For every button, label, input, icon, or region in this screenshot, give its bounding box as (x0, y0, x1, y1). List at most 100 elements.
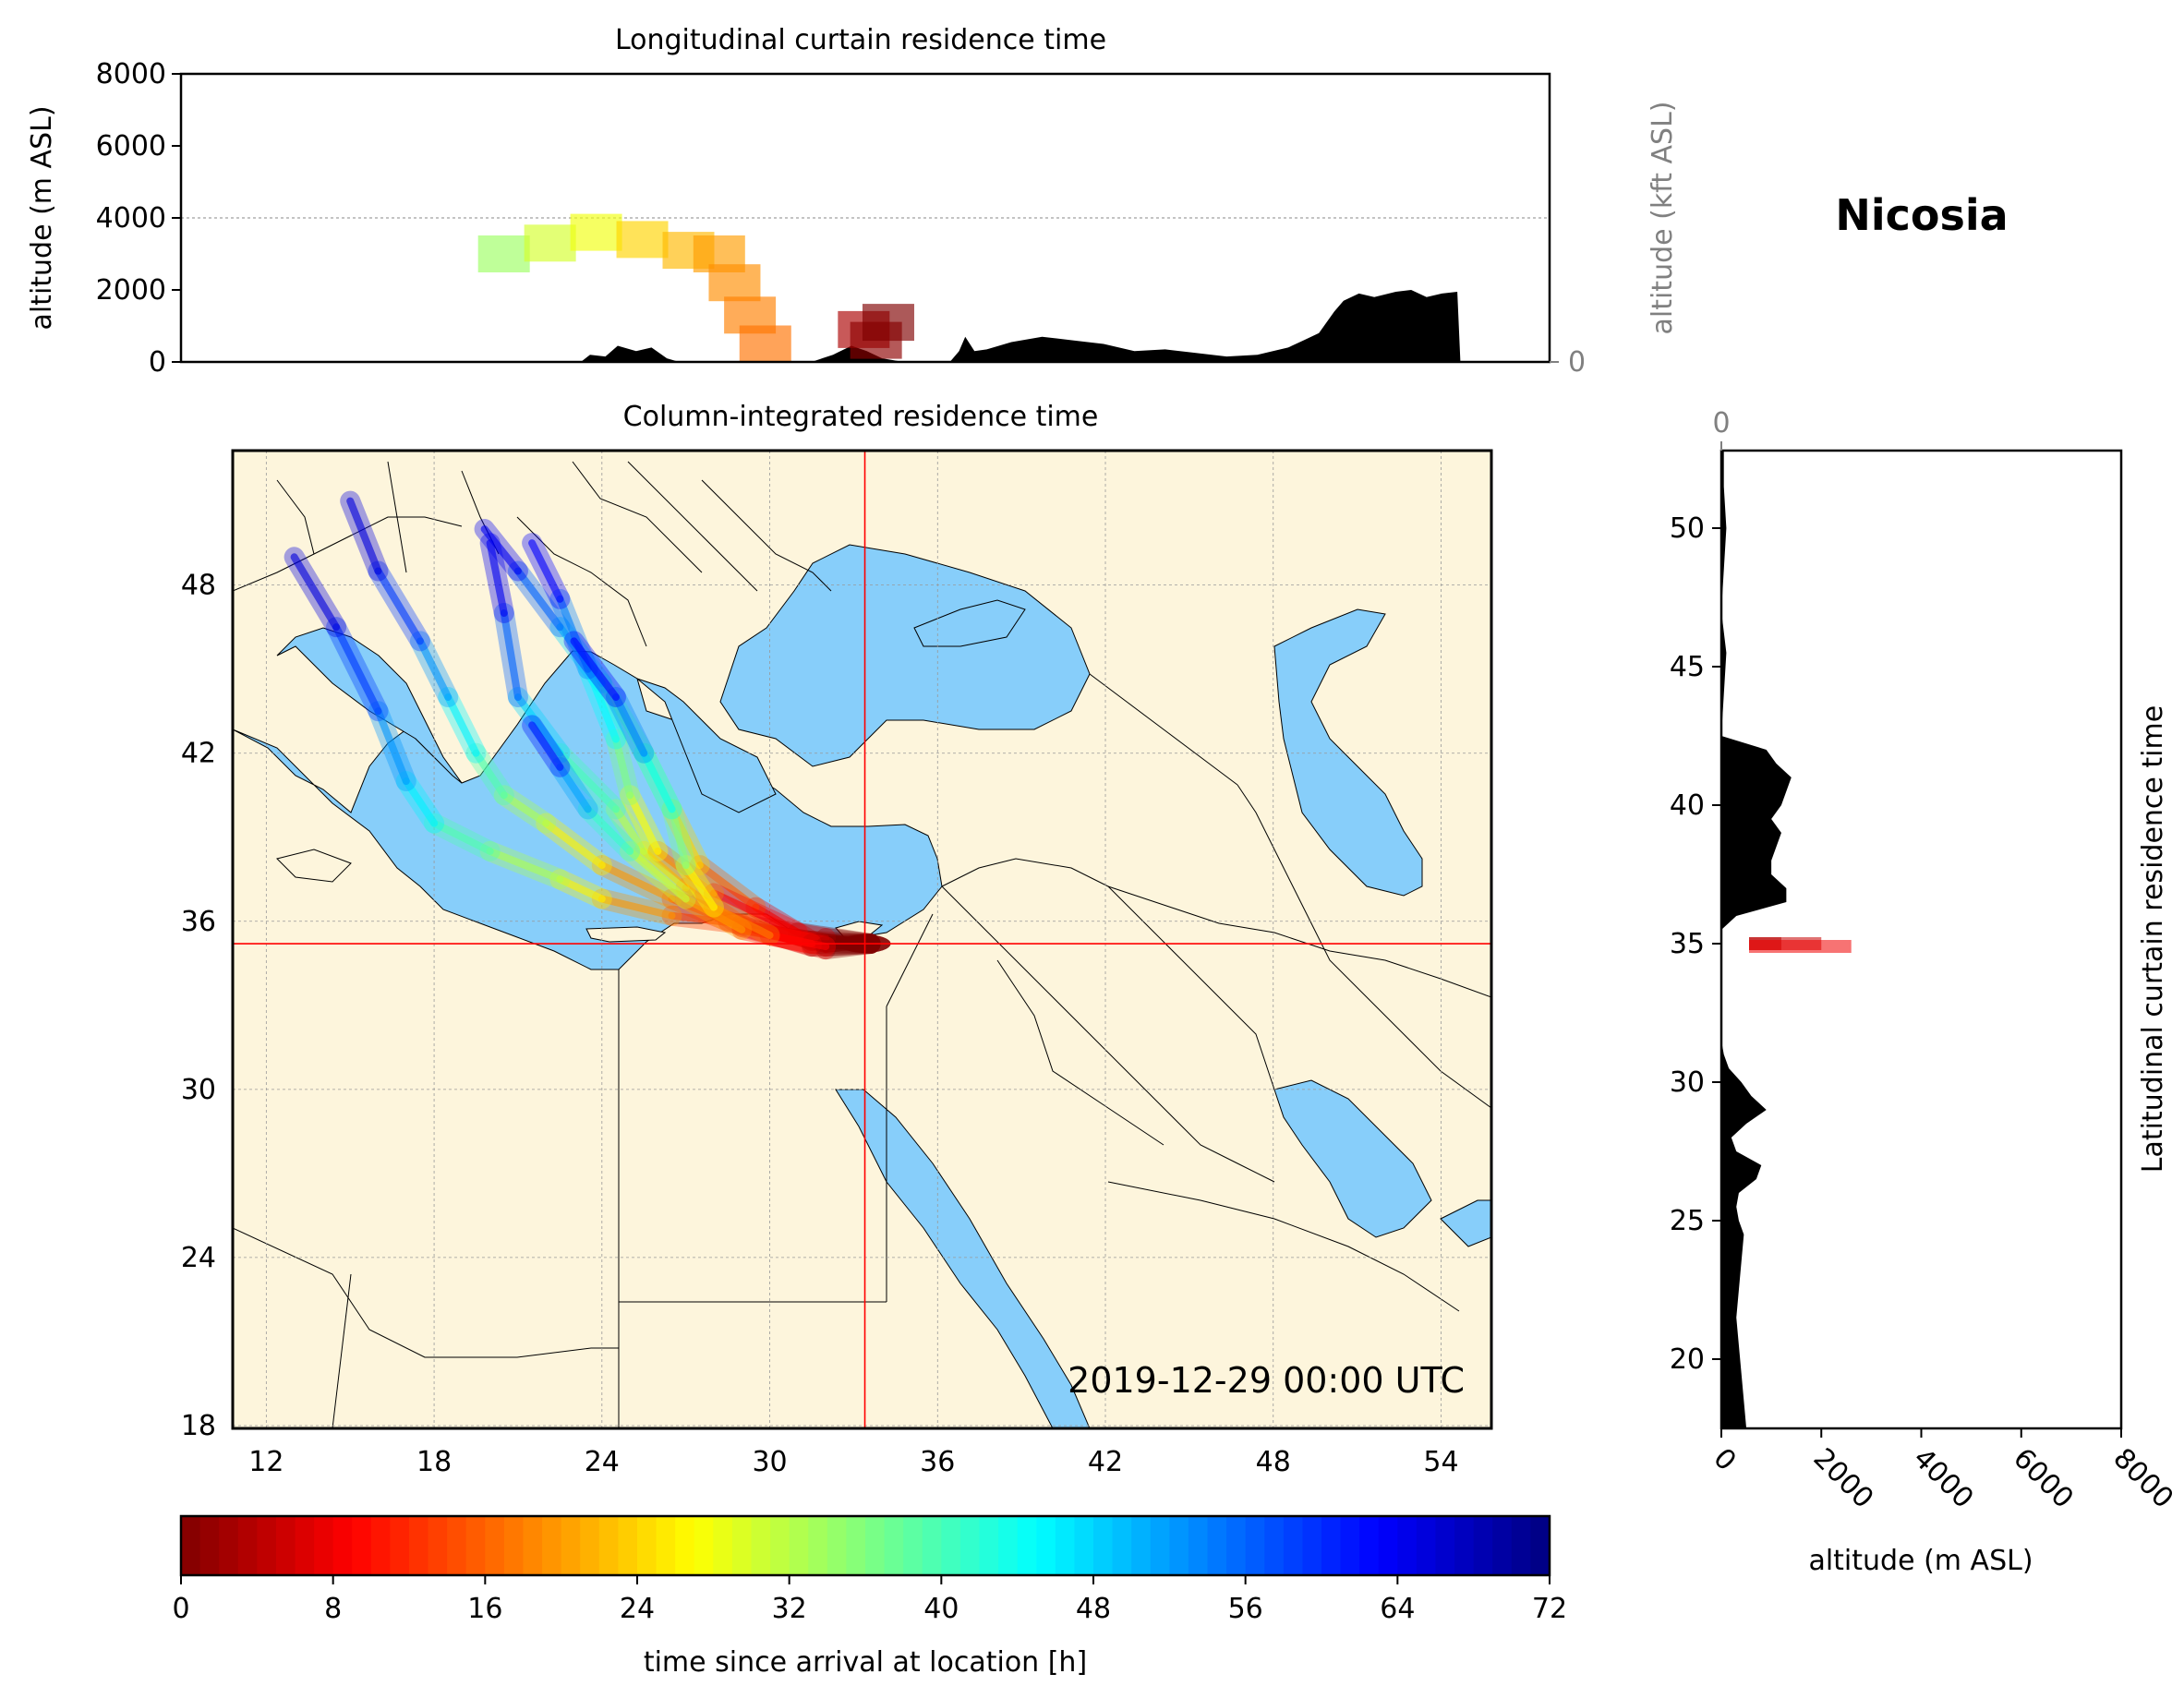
trajectory-core (513, 693, 564, 757)
colorbar-cell (1454, 1516, 1475, 1575)
map-yticks: 18 24 30 36 42 48 (181, 570, 216, 1442)
colorbar-cell (998, 1516, 1019, 1575)
colorbar-cell (959, 1516, 981, 1575)
colorbar-cell (1530, 1516, 1551, 1575)
colorbar-cells (181, 1516, 1551, 1575)
trajectory-core (611, 693, 648, 757)
right-xticks-top: 050100 (1712, 407, 1731, 451)
colorbar-cell (1264, 1516, 1285, 1575)
colorbar-cell (275, 1516, 296, 1575)
colorbar-cell (1492, 1516, 1513, 1575)
colorbar-tick-label: 24 (620, 1593, 655, 1625)
colorbar-cell (731, 1516, 753, 1575)
colorbar-tick-label: 40 (923, 1593, 959, 1625)
colorbar-cell (465, 1516, 486, 1575)
colorbar-cell (257, 1516, 277, 1575)
colorbar-cell (542, 1516, 562, 1575)
colorbar-cell (865, 1516, 886, 1575)
colorbar-cell (694, 1516, 714, 1575)
trajectory-core (332, 623, 382, 716)
colorbar-tick-label: 56 (1228, 1593, 1263, 1625)
trajectory-core (374, 707, 410, 786)
adriatic-sea (276, 627, 463, 784)
colorbar-tick-label: 72 (1532, 1593, 1567, 1625)
colorbar-cell (390, 1516, 410, 1575)
trajectory-core (766, 931, 830, 951)
colorbar-cell (1302, 1516, 1322, 1575)
right-yticks: 20 25 30 35 40 45 50 (1670, 512, 1721, 1376)
colorbar-cell (485, 1516, 505, 1575)
colorbar-cell (181, 1516, 201, 1575)
top-ylabel-right: altitude (kft ASL) (1647, 101, 1679, 334)
colorbar-cell (1435, 1516, 1455, 1575)
top-residence-cell (524, 224, 576, 262)
right-residence (1749, 937, 1852, 953)
top-ytick-right-label: 0 (1568, 346, 1586, 379)
colorbar-cell (295, 1516, 315, 1575)
top-residence-cell (477, 235, 530, 272)
trajectory-core (626, 847, 690, 903)
trajectory-core (611, 805, 648, 855)
aegean-sea (636, 678, 777, 813)
colorbar-cell (598, 1516, 620, 1575)
trajectory-core (374, 567, 424, 645)
map-xtick-label: 36 (920, 1446, 955, 1478)
colorbar-cell (447, 1516, 467, 1575)
map-ytick-label: 48 (181, 570, 216, 602)
map-xtick-label: 24 (585, 1446, 620, 1478)
trajectory-core (626, 791, 662, 855)
right-xtick-bottom-label: 4000 (1907, 1442, 1980, 1515)
right-xticks-bottom: 0 2000 4000 6000 8000 (1707, 1428, 2179, 1515)
trajectory-core (430, 819, 494, 855)
trajectory-core (570, 637, 620, 702)
trajectory-core (290, 553, 341, 632)
colorbar-cell (370, 1516, 392, 1575)
colorbar-cell (314, 1516, 334, 1575)
colorbar-cell (675, 1516, 695, 1575)
top-residence-cell (570, 213, 622, 251)
map-ytick-label: 24 (181, 1242, 216, 1274)
trajectory-core (709, 889, 802, 936)
trajectory-core (597, 861, 676, 903)
colorbar-cell (1397, 1516, 1418, 1575)
colorbar-cell (618, 1516, 638, 1575)
colorbar-tick-label: 0 (172, 1593, 189, 1625)
map-xtick-label: 48 (1256, 1446, 1291, 1478)
trajectory-core (709, 903, 774, 939)
colorbar-cell (219, 1516, 239, 1575)
crete (585, 926, 667, 943)
colorbar-cell (751, 1516, 771, 1575)
colorbar-cell (503, 1516, 525, 1575)
right-ytick-label: 20 (1670, 1343, 1705, 1376)
top-ytick-left-label: 2000 (96, 274, 166, 307)
caspian-sea (1273, 608, 1423, 897)
top-panel-title: Longitudinal curtain residence time (615, 24, 1106, 56)
map-ytick-label: 30 (181, 1074, 216, 1106)
red-sea (835, 1089, 1091, 1428)
colorbar-cell (352, 1516, 372, 1575)
map-islands (276, 849, 884, 943)
top-ytick-left-label: 8000 (96, 58, 166, 90)
colorbar-cell (1340, 1516, 1360, 1575)
colorbar-cell (827, 1516, 848, 1575)
colorbar-cell (922, 1516, 942, 1575)
trajectory-core (640, 847, 690, 892)
trajectory-core (513, 567, 564, 632)
colorbar-tick-label: 48 (1076, 1593, 1111, 1625)
colorbar-frame (179, 1514, 1551, 1577)
colorbar-cell (713, 1516, 733, 1575)
colorbar-cell (409, 1516, 429, 1575)
colorbar-cell (1511, 1516, 1532, 1575)
colorbar-tick-label: 32 (772, 1593, 807, 1625)
map-ytick-label: 42 (181, 738, 216, 770)
map-xtick-label: 18 (416, 1446, 452, 1478)
colorbar-cell (580, 1516, 600, 1575)
colorbar-cell (561, 1516, 581, 1575)
map-ytick-label: 18 (181, 1410, 216, 1442)
colorbar-cell (428, 1516, 448, 1575)
right-ytick-label: 50 (1670, 512, 1705, 545)
colorbar-tick-label: 8 (324, 1593, 342, 1625)
top-ytick-left-label: 4000 (96, 202, 166, 235)
